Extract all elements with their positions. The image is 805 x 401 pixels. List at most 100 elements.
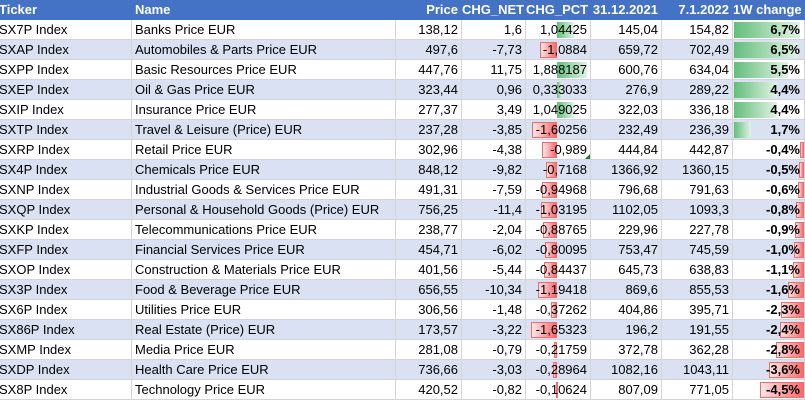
header-1w-change[interactable]: 1W change [733,0,805,20]
ticker-cell[interactable]: SXFP Index [0,240,132,260]
name-cell[interactable]: Construction & Materials Price EUR [132,260,396,280]
chg-net-cell[interactable]: -7,59 [462,180,526,200]
chg-net-cell[interactable]: -0,79 [462,340,526,360]
name-cell[interactable]: Real Estate (Price) EUR [132,320,396,340]
chg-pct-cell[interactable]: -1,60256 [526,120,591,140]
price-cell[interactable]: 656,55 [396,280,462,300]
last-close-cell[interactable]: 1093,3 [662,200,733,220]
price-cell[interactable]: 237,28 [396,120,462,140]
price-cell[interactable]: 848,12 [396,160,462,180]
chg-pct-cell[interactable]: -0,21759 [526,340,591,360]
ticker-cell[interactable]: SXAP Index [0,40,132,60]
change-cell[interactable]: 4,4% [733,80,805,100]
last-close-cell[interactable]: 791,63 [662,180,733,200]
prev-close-cell[interactable]: 145,04 [591,20,662,40]
last-close-cell[interactable]: 336,18 [662,100,733,120]
header-prev-close[interactable]: 31.12.2021 [591,0,662,20]
last-close-cell[interactable]: 362,28 [662,340,733,360]
last-close-cell[interactable]: 771,05 [662,380,733,400]
change-cell[interactable]: -0,8% [733,200,805,220]
chg-net-cell[interactable]: 0,96 [462,80,526,100]
name-cell[interactable]: Industrial Goods & Services Price EUR [132,180,396,200]
prev-close-cell[interactable]: 1366,92 [591,160,662,180]
last-close-cell[interactable]: 191,55 [662,320,733,340]
chg-pct-cell[interactable]: -0,84437 [526,260,591,280]
change-cell[interactable]: -2,4% [733,320,805,340]
ticker-cell[interactable]: SXPP Index [0,60,132,80]
price-cell[interactable]: 323,44 [396,80,462,100]
last-close-cell[interactable]: 1360,15 [662,160,733,180]
name-cell[interactable]: Chemicals Price EUR [132,160,396,180]
header-ticker[interactable]: Ticker [0,0,132,20]
ticker-cell[interactable]: SXTP Index [0,120,132,140]
last-close-cell[interactable]: 442,87 [662,140,733,160]
last-close-cell[interactable]: 638,83 [662,260,733,280]
ticker-cell[interactable]: SXRP Index [0,140,132,160]
last-close-cell[interactable]: 702,49 [662,40,733,60]
ticker-cell[interactable]: SX4P Index [0,160,132,180]
price-cell[interactable]: 736,66 [396,360,462,380]
chg-net-cell[interactable]: -2,04 [462,220,526,240]
prev-close-cell[interactable]: 645,73 [591,260,662,280]
chg-net-cell[interactable]: -5,44 [462,260,526,280]
header-name[interactable]: Name [132,0,396,20]
chg-pct-cell[interactable]: -0,94968 [526,180,591,200]
price-cell[interactable]: 138,12 [396,20,462,40]
prev-close-cell[interactable]: 372,78 [591,340,662,360]
prev-close-cell[interactable]: 807,09 [591,380,662,400]
name-cell[interactable]: Oil & Gas Price EUR [132,80,396,100]
chg-net-cell[interactable]: -9,82 [462,160,526,180]
ticker-cell[interactable]: SX86P Index [0,320,132,340]
name-cell[interactable]: Health Care Price EUR [132,360,396,380]
prev-close-cell[interactable]: 869,6 [591,280,662,300]
change-cell[interactable]: -2,8% [733,340,805,360]
chg-pct-cell[interactable]: -0,37262 [526,300,591,320]
change-cell[interactable]: -0,6% [733,180,805,200]
prev-close-cell[interactable]: 600,76 [591,60,662,80]
chg-pct-cell[interactable]: -0,28964 [526,360,591,380]
change-cell[interactable]: -3,6% [733,360,805,380]
ticker-cell[interactable]: SX6P Index [0,300,132,320]
name-cell[interactable]: Utilities Price EUR [132,300,396,320]
price-cell[interactable]: 497,6 [396,40,462,60]
change-cell[interactable]: -0,9% [733,220,805,240]
chg-pct-cell[interactable]: -0,80095 [526,240,591,260]
name-cell[interactable]: Basic Resources Price EUR [132,60,396,80]
name-cell[interactable]: Media Price EUR [132,340,396,360]
prev-close-cell[interactable]: 1082,16 [591,360,662,380]
prev-close-cell[interactable]: 276,9 [591,80,662,100]
chg-pct-cell[interactable]: -1,03195 [526,200,591,220]
name-cell[interactable]: Personal & Household Goods (Price) EUR [132,200,396,220]
chg-net-cell[interactable]: -4,38 [462,140,526,160]
ticker-cell[interactable]: SXKP Index [0,220,132,240]
prev-close-cell[interactable]: 1102,05 [591,200,662,220]
chg-net-cell[interactable]: 11,75 [462,60,526,80]
name-cell[interactable]: Insurance Price EUR [132,100,396,120]
chg-pct-cell[interactable]: -1,0884 [526,40,591,60]
name-cell[interactable]: Telecommunications Price EUR [132,220,396,240]
prev-close-cell[interactable]: 404,86 [591,300,662,320]
chg-net-cell[interactable]: -3,22 [462,320,526,340]
change-cell[interactable]: -0,5% [733,160,805,180]
chg-pct-cell[interactable]: -0,7168 [526,160,591,180]
chg-pct-cell[interactable]: 0,333033 [526,80,591,100]
last-close-cell[interactable]: 236,39 [662,120,733,140]
last-close-cell[interactable]: 855,53 [662,280,733,300]
change-cell[interactable]: -2,3% [733,300,805,320]
comment-indicator-icon[interactable] [585,154,590,159]
change-cell[interactable]: 4,4% [733,100,805,120]
prev-close-cell[interactable]: 322,03 [591,100,662,120]
chg-pct-cell[interactable]: 1,888187 [526,60,591,80]
chg-net-cell[interactable]: 1,6 [462,20,526,40]
name-cell[interactable]: Food & Beverage Price EUR [132,280,396,300]
last-close-cell[interactable]: 227,78 [662,220,733,240]
price-cell[interactable]: 401,56 [396,260,462,280]
ticker-cell[interactable]: SXDP Index [0,360,132,380]
header-price[interactable]: Price [396,0,462,20]
chg-net-cell[interactable]: 3,49 [462,100,526,120]
price-cell[interactable]: 302,96 [396,140,462,160]
change-cell[interactable]: -1,1% [733,260,805,280]
last-close-cell[interactable]: 154,82 [662,20,733,40]
ticker-cell[interactable]: SXOP Index [0,260,132,280]
ticker-cell[interactable]: SXMP Index [0,340,132,360]
